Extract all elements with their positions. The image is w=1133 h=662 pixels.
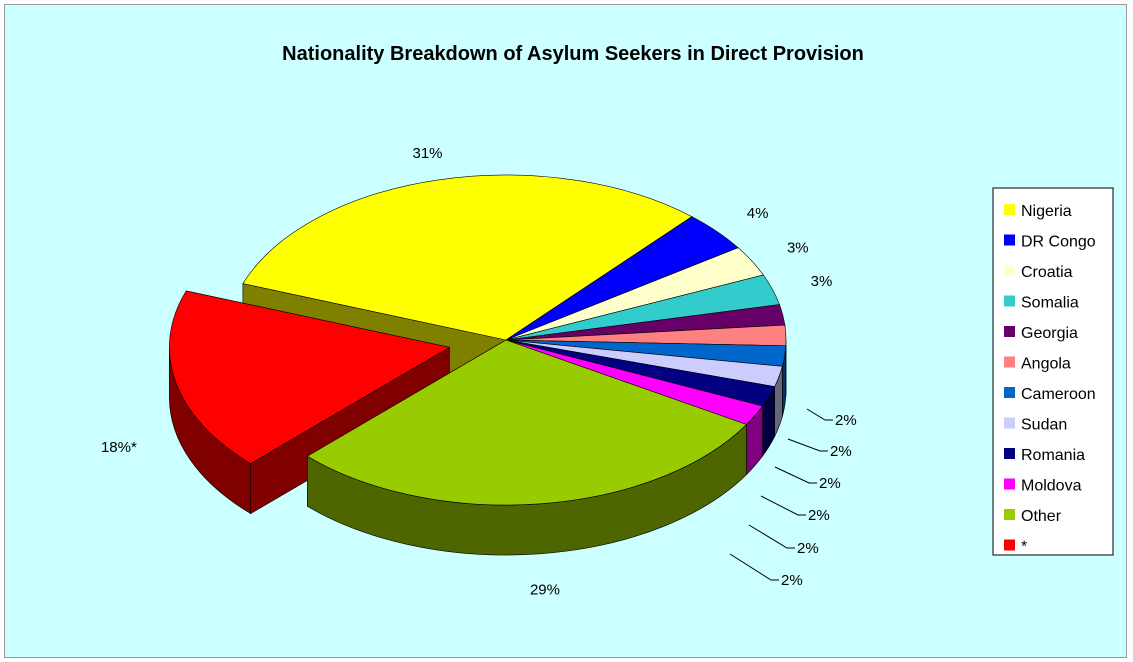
romania-legend-swatch xyxy=(1004,448,1015,459)
moldova-legend-label: Moldova xyxy=(1021,478,1082,495)
croatia-legend-label: Croatia xyxy=(1021,264,1073,281)
other-slice xyxy=(306,339,748,506)
nigeria-legend-swatch xyxy=(1004,204,1015,215)
sudan-legend-swatch xyxy=(1004,417,1015,429)
moldova-legend-swatch xyxy=(1004,478,1015,490)
somalia-legend-label: Somalia xyxy=(1021,295,1079,312)
legend: Nigeria DR Congo Croatia Somalia Georgia Ango… xyxy=(992,187,1114,556)
angola-legend-swatch xyxy=(1004,356,1015,368)
romania-leader-line xyxy=(748,524,795,549)
cameroon-legend-swatch xyxy=(1004,387,1015,398)
croatia-data-label: 3% xyxy=(787,240,809,257)
cameroon-leader-line xyxy=(774,466,817,484)
sudan-data-label: 2% xyxy=(808,507,830,524)
chart-area: Nationality Breakdown of Asylum Seekers … xyxy=(4,4,1127,658)
legend-box xyxy=(992,187,1114,556)
cameroon-data-label: 2% xyxy=(819,475,841,492)
unlabeled-11-slice xyxy=(169,290,451,464)
pie-group xyxy=(169,174,787,556)
data-labels: 31% 4% 3%3% 2% 2% 2% 2% 2% 2% 29% 18%* xyxy=(101,145,857,599)
somalia-data-label: 3% xyxy=(811,273,833,290)
chart-title: Nationality Breakdown of Asylum Seekers … xyxy=(282,43,864,65)
other-legend-label: Other xyxy=(1021,508,1062,525)
other-legend-swatch xyxy=(1004,509,1015,520)
nigeria-data-label: 31% xyxy=(412,145,442,162)
sudan-legend-label: Sudan xyxy=(1021,417,1067,434)
romania-legend-label: Romania xyxy=(1021,447,1085,464)
dr-congo-legend-swatch xyxy=(1004,234,1015,246)
angola-legend-label: Angola xyxy=(1021,356,1071,373)
unlabeled-11-legend-swatch xyxy=(1004,539,1015,551)
unlabeled-11-legend-label: * xyxy=(1021,539,1027,556)
moldova-data-label: 2% xyxy=(781,572,803,589)
pie-chart: Nationality Breakdown of Asylum Seekers … xyxy=(101,43,1114,599)
georgia-legend-swatch xyxy=(1004,326,1015,337)
dr-congo-data-label: 4% xyxy=(747,205,769,222)
angola-leader-line xyxy=(787,438,828,452)
georgia-data-label: 2% xyxy=(835,412,857,429)
romania-data-label: 2% xyxy=(797,540,819,557)
somalia-legend-swatch xyxy=(1004,295,1015,307)
croatia-legend-swatch xyxy=(1004,265,1015,276)
moldova-leader-line xyxy=(729,553,779,581)
unlabeled-11-data-label: 18%* xyxy=(101,439,137,456)
angola-data-label: 2% xyxy=(830,443,852,460)
cameroon-legend-label: Cameroon xyxy=(1021,386,1096,403)
nigeria-slice xyxy=(242,174,693,341)
georgia-leader-line xyxy=(806,408,833,421)
dr-congo-legend-label: DR Congo xyxy=(1021,234,1096,251)
nigeria-legend-label: Nigeria xyxy=(1021,203,1072,220)
georgia-legend-label: Georgia xyxy=(1021,325,1078,342)
sudan-leader-line xyxy=(760,495,806,516)
other-data-label: 29% xyxy=(530,582,560,599)
